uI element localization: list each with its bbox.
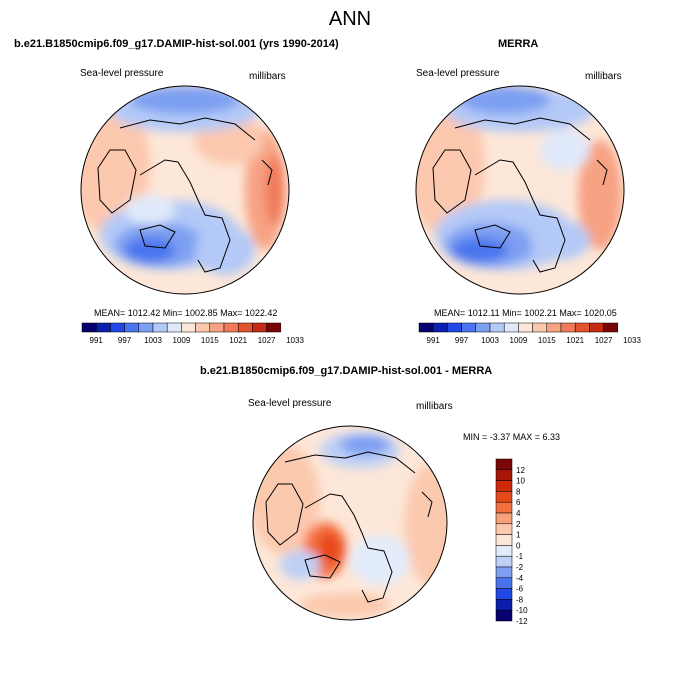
panel3-title: b.e21.B1850cmip6.f09_g17.DAMIP-hist-sol.… xyxy=(200,365,493,377)
colorbar-swatch xyxy=(532,322,548,333)
colorbar-tick-label: 1027 xyxy=(595,336,613,345)
colorbar-tick-label: 997 xyxy=(455,336,469,345)
colorbar-tick-label: 1009 xyxy=(173,336,191,345)
colorbar-swatch xyxy=(495,523,513,535)
panel2-colorbar: 991 997 1003 1009 1015 1021 1027 1033 xyxy=(418,322,641,345)
colorbar-tick-label: 1027 xyxy=(258,336,276,345)
colorbar-swatch xyxy=(152,322,168,333)
colorbar-swatch xyxy=(495,599,513,611)
colorbar-swatch xyxy=(181,322,196,333)
colorbar-swatch xyxy=(195,322,211,333)
colorbar-swatch xyxy=(495,501,513,514)
colorbar-swatch xyxy=(495,588,513,600)
panel1-title: b.e21.B1850cmip6.f09_g17.DAMIP-hist-sol.… xyxy=(14,38,339,50)
colorbar-swatch xyxy=(495,512,513,525)
colorbar-swatch xyxy=(503,322,519,333)
colorbar-tick-label: 1003 xyxy=(481,336,499,345)
colorbar-swatch xyxy=(418,322,434,333)
colorbar-tick-label: 10 xyxy=(516,477,525,486)
colorbar-swatch xyxy=(495,545,513,557)
colorbar-swatch xyxy=(546,322,562,333)
colorbar-swatch xyxy=(124,322,140,333)
colorbar-tick-label: 12 xyxy=(516,466,525,475)
colorbar-swatch xyxy=(266,322,282,333)
colorbar-tick-label: -8 xyxy=(516,595,524,604)
panel2-stats: MEAN= 1012.11 Min= 1002.21 Max= 1020.05 xyxy=(434,308,617,318)
colorbar-tick-label: 1021 xyxy=(229,336,247,345)
colorbar-swatch xyxy=(495,577,513,589)
colorbar-tick-label: -4 xyxy=(516,574,524,583)
colorbar-tick-label: 6 xyxy=(516,498,521,507)
panel1-colorbar: 991 997 1003 1009 1015 1021 1027 1033 xyxy=(81,322,304,345)
panel1-variable-label: Sea-level pressure xyxy=(80,68,164,79)
colorbar-tick-label: -1 xyxy=(516,552,524,561)
colorbar-swatch xyxy=(209,322,225,333)
panel2-units-label: millibars xyxy=(585,71,622,82)
colorbar-tick-label: 8 xyxy=(516,487,521,496)
panel3-polar-map xyxy=(252,425,448,621)
colorbar-swatch xyxy=(461,322,477,333)
colorbar-tick-label: 1003 xyxy=(144,336,162,345)
colorbar-tick-label: 0 xyxy=(516,541,521,550)
panel2-title: MERRA xyxy=(498,38,539,50)
colorbar-tick-label: 997 xyxy=(118,336,132,345)
colorbar-tick-label: 1033 xyxy=(286,336,304,345)
colorbar-tick-label: 1015 xyxy=(538,336,556,345)
colorbar-tick-label: 1 xyxy=(516,531,521,540)
colorbar-swatch xyxy=(432,322,448,333)
panel1-polar-map xyxy=(80,85,290,295)
colorbar-swatch xyxy=(574,322,590,333)
colorbar-swatch xyxy=(110,322,125,333)
colorbar-swatch xyxy=(475,322,491,333)
colorbar-swatch xyxy=(495,566,513,579)
colorbar-tick-label: 991 xyxy=(427,336,441,345)
colorbar-swatch xyxy=(495,480,513,492)
colorbar-swatch xyxy=(495,555,513,568)
colorbar-swatch xyxy=(589,322,604,333)
colorbar-swatch xyxy=(166,322,182,333)
colorbar-tick-label: -12 xyxy=(516,617,528,626)
colorbar-swatch xyxy=(495,491,513,503)
colorbar-swatch xyxy=(560,322,576,333)
panel3-units-label: millibars xyxy=(416,401,453,412)
colorbar-swatch xyxy=(81,322,97,333)
figure-title: ANN xyxy=(328,8,372,30)
colorbar-swatch xyxy=(495,609,513,622)
colorbar-swatch xyxy=(495,458,513,471)
colorbar-swatch xyxy=(138,322,154,333)
colorbar-tick-label: 4 xyxy=(516,509,521,518)
panel2-variable-label: Sea-level pressure xyxy=(416,68,500,79)
colorbar-tick-label: -2 xyxy=(516,563,524,572)
panel3-stats: MIN = -3.37 MAX = 6.33 xyxy=(463,432,561,442)
colorbar-swatch xyxy=(495,534,513,546)
colorbar-swatch xyxy=(489,322,505,333)
colorbar-tick-label: 1021 xyxy=(566,336,584,345)
colorbar-tick-label: 1009 xyxy=(510,336,528,345)
colorbar-tick-label: -10 xyxy=(516,606,528,615)
colorbar-swatch xyxy=(237,322,253,333)
colorbar-tick-label: 1033 xyxy=(623,336,641,345)
colorbar-tick-label: 2 xyxy=(516,520,521,529)
colorbar-swatch xyxy=(495,469,513,481)
colorbar-swatch xyxy=(95,322,111,333)
panel1-stats: MEAN= 1012.42 Min= 1002.85 Max= 1022.42 xyxy=(94,308,278,318)
colorbar-swatch xyxy=(252,322,267,333)
colorbar-tick-label: 991 xyxy=(90,336,104,345)
colorbar-swatch xyxy=(223,322,239,333)
colorbar-swatch xyxy=(518,322,533,333)
colorbar-swatch xyxy=(603,322,619,333)
colorbar-tick-label: -6 xyxy=(516,585,524,594)
panel1-units-label: millibars xyxy=(249,71,286,82)
colorbar-swatch xyxy=(447,322,462,333)
colorbar-tick-label: 1015 xyxy=(201,336,219,345)
panel2-polar-map xyxy=(415,85,625,295)
panel3-variable-label: Sea-level pressure xyxy=(248,398,332,409)
